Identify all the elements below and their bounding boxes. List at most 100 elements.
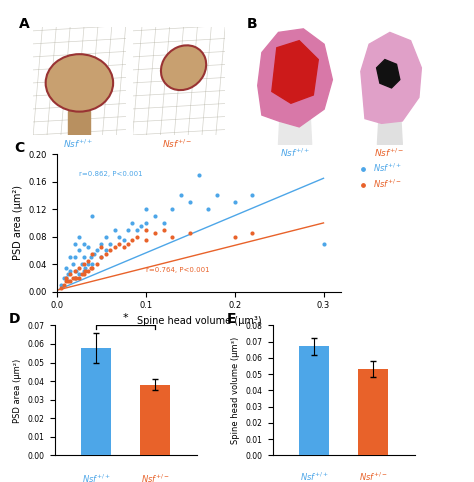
Text: $\it{Nsf}^{+/+}$: $\it{Nsf}^{+/+}$ (63, 137, 93, 150)
Point (62, 278, 70, 285)
Y-axis label: Spine head volume (μm³): Spine head volume (μm³) (231, 337, 240, 444)
X-axis label: Spine head volume (μm³): Spine head volume (μm³) (137, 316, 261, 326)
Text: $\it{Nsf}^{+/-}$: $\it{Nsf}^{+/-}$ (374, 147, 405, 160)
Point (66, 278, 74, 285)
Point (102, 250, 109, 258)
Point (75, 264, 83, 271)
Point (80, 240, 87, 247)
Point (84, 243, 92, 251)
Point (66, 254, 74, 261)
Point (57, 281, 65, 289)
Point (133, 233, 141, 241)
Point (248, 192, 256, 200)
Point (160, 219, 167, 227)
Point (78, 260, 85, 268)
Text: r=0.764, P<0.001: r=0.764, P<0.001 (146, 268, 210, 273)
Point (231, 233, 238, 241)
Point (73, 267, 80, 275)
Point (75, 247, 83, 254)
Point (89, 260, 96, 268)
Polygon shape (361, 32, 421, 123)
Point (75, 274, 83, 281)
Point (142, 236, 149, 244)
Point (102, 233, 109, 241)
Point (84, 267, 92, 275)
Point (71, 274, 79, 281)
Bar (140, 385, 170, 455)
Point (62, 264, 70, 271)
Point (169, 233, 176, 241)
Point (128, 219, 136, 227)
Point (91, 250, 98, 258)
Polygon shape (272, 40, 318, 103)
Text: r=0.862, P<0.001: r=0.862, P<0.001 (79, 171, 143, 177)
Point (84, 257, 92, 265)
Point (73, 274, 80, 281)
Bar (81, 348, 111, 455)
Point (69, 274, 77, 281)
Point (69, 260, 77, 268)
Point (93, 247, 100, 254)
Point (124, 226, 132, 234)
Polygon shape (258, 29, 332, 127)
Point (115, 240, 123, 247)
Point (98, 254, 105, 261)
Point (82, 264, 89, 271)
Point (89, 250, 96, 258)
Ellipse shape (162, 46, 205, 89)
Point (111, 243, 118, 251)
Point (142, 226, 149, 234)
Point (204, 205, 212, 213)
Text: A: A (19, 17, 30, 31)
Point (87, 264, 94, 271)
Point (120, 236, 128, 244)
Point (64, 270, 71, 278)
Bar (358, 369, 388, 455)
Text: $\it{Nsf}^{+/-}$: $\it{Nsf}^{+/-}$ (163, 137, 193, 150)
Text: D: D (9, 312, 20, 326)
Point (66, 270, 74, 278)
Point (80, 260, 87, 268)
Point (120, 243, 128, 251)
Point (80, 267, 87, 275)
Text: *: * (123, 313, 128, 323)
Point (213, 192, 220, 200)
Point (160, 226, 167, 234)
Point (169, 205, 176, 213)
Polygon shape (376, 60, 400, 88)
Y-axis label: PSD area (μm²): PSD area (μm²) (13, 358, 22, 423)
Point (186, 229, 194, 237)
Point (80, 270, 87, 278)
Polygon shape (278, 111, 311, 145)
Point (64, 278, 71, 285)
Text: B: B (246, 17, 257, 31)
Text: $\it{Nsf}^{+/+}$: $\it{Nsf}^{+/+}$ (300, 470, 328, 482)
Point (98, 254, 105, 261)
Point (84, 260, 92, 268)
Point (71, 240, 79, 247)
Point (71, 254, 79, 261)
Text: $\it{Nsf}^{+/-}$: $\it{Nsf}^{+/-}$ (359, 470, 388, 482)
Point (98, 243, 105, 251)
Point (248, 229, 256, 237)
Point (98, 240, 105, 247)
Point (151, 212, 158, 220)
Point (62, 274, 70, 281)
Point (66, 267, 74, 275)
Point (93, 260, 100, 268)
Point (106, 240, 114, 247)
Legend: $\it{Nsf}^{+/+}$, $\it{Nsf}^{+/-}$: $\it{Nsf}^{+/+}$, $\it{Nsf}^{+/-}$ (351, 159, 405, 193)
Polygon shape (377, 115, 402, 145)
Point (142, 219, 149, 227)
Point (71, 274, 79, 281)
Text: E: E (227, 312, 237, 326)
Point (60, 274, 68, 281)
Point (128, 236, 136, 244)
Point (151, 229, 158, 237)
Point (62, 274, 70, 281)
Point (106, 247, 114, 254)
Polygon shape (68, 111, 91, 135)
Point (231, 199, 238, 206)
Point (186, 199, 194, 206)
Point (111, 226, 118, 234)
